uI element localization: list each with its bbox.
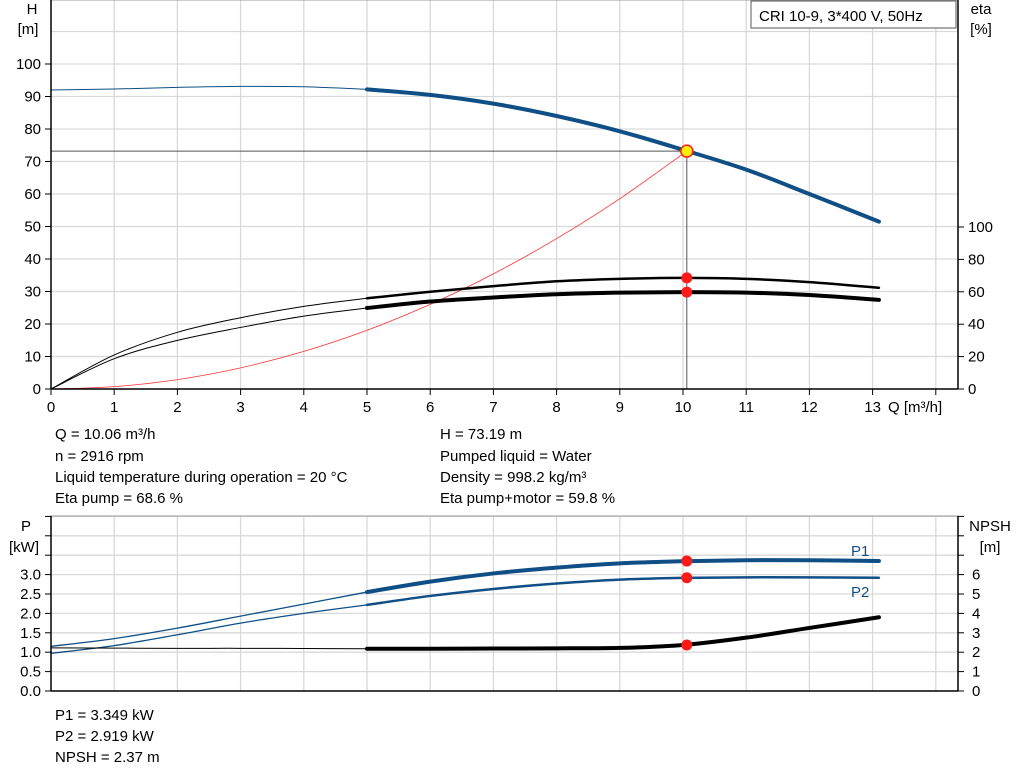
system-curve bbox=[50, 150, 688, 390]
info-eta-pump-motor: Eta pump+motor = 59.8 % bbox=[440, 490, 615, 507]
npsh-tick-label: 4 bbox=[972, 605, 980, 622]
bottom-right-axis-label-unit: [m] bbox=[980, 539, 1001, 556]
power-tick-label: 0.5 bbox=[20, 664, 41, 681]
x-tick-label: 9 bbox=[616, 399, 624, 416]
eta-pump-point bbox=[681, 272, 693, 284]
info-p2: P2 = 2.919 kW bbox=[55, 728, 155, 745]
power-tick-label: 1.5 bbox=[20, 625, 41, 642]
eta-tick-label: 20 bbox=[968, 349, 985, 366]
x-tick-label: 12 bbox=[801, 399, 818, 416]
info-liquid: Pumped liquid = Water bbox=[440, 448, 592, 465]
power-tick-label: 2.5 bbox=[20, 586, 41, 603]
legend-box bbox=[750, 0, 957, 29]
h-tick-label: 100 bbox=[16, 56, 41, 73]
x-tick-label: 4 bbox=[300, 399, 308, 416]
tick-labels: 0 1 2 3 4 5 6 7 8 9 10 11 12 130102030405060708090100… bbox=[16, 56, 993, 700]
x-tick-label: 8 bbox=[552, 399, 560, 416]
eta-tick-label: 100 bbox=[968, 219, 993, 236]
npsh-tick-label: 6 bbox=[972, 567, 980, 584]
eta-pump-motor-curve bbox=[365, 290, 881, 310]
bottom-chart-grid bbox=[51, 515, 958, 691]
p2-series-label: P2 bbox=[851, 584, 869, 601]
h-tick-label: 80 bbox=[24, 121, 41, 138]
h-tick-label: 10 bbox=[24, 349, 41, 366]
curves bbox=[50, 85, 881, 655]
head-curve-extended bbox=[50, 85, 368, 91]
h-tick-label: 40 bbox=[24, 251, 41, 268]
h-tick-label: 50 bbox=[24, 219, 41, 236]
eta-tick-label: 40 bbox=[968, 316, 985, 333]
eta-tick-label: 80 bbox=[968, 251, 985, 268]
npsh-tick-label: 0 bbox=[972, 683, 980, 700]
h-tick-label: 30 bbox=[24, 284, 41, 301]
power-tick-label: 1.0 bbox=[20, 644, 41, 661]
h-tick-label: 0 bbox=[33, 381, 41, 398]
info-temperature: Liquid temperature during operation = 20… bbox=[55, 469, 348, 486]
p2-curve-extended bbox=[50, 604, 368, 655]
info-density: Density = 998.2 kg/m³ bbox=[440, 469, 586, 486]
p1-curve-extended bbox=[50, 591, 368, 648]
npsh-curve bbox=[365, 615, 881, 651]
power-tick-label: 0.0 bbox=[20, 683, 41, 700]
eta-pump-curve bbox=[365, 276, 881, 300]
x-tick-label: 0 bbox=[47, 399, 55, 416]
info-head: H = 73.19 m bbox=[440, 426, 522, 443]
p2-curve bbox=[365, 576, 881, 607]
npsh-tick-label: 1 bbox=[972, 664, 980, 681]
top-right-axis-label-name: eta bbox=[971, 1, 993, 18]
bottom-left-axis-label-name: P bbox=[21, 518, 31, 535]
h-tick-label: 70 bbox=[24, 154, 41, 171]
operating-point bbox=[680, 144, 694, 158]
eta-pump-motor-point bbox=[681, 286, 693, 298]
x-tick-label: 3 bbox=[236, 399, 244, 416]
top-chart-grid bbox=[51, 0, 958, 389]
bottom-left-axis-label-unit: [kW] bbox=[9, 539, 39, 556]
bottom-plot-frame bbox=[50, 515, 959, 692]
x-axis-label: Q [m³/h] bbox=[888, 399, 942, 416]
info-npsh: NPSH = 2.37 m bbox=[55, 749, 160, 766]
x-tick-label: 1 bbox=[110, 399, 118, 416]
top-right-axis-label-unit: [%] bbox=[970, 21, 992, 38]
top-left-axis-label-unit: [m] bbox=[18, 21, 39, 38]
info-eta-pump: Eta pump = 68.6 % bbox=[55, 490, 183, 507]
operating-info-right: H = 73.19 m Pumped liquid = Water Densit… bbox=[440, 426, 615, 507]
x-tick-label: 13 bbox=[864, 399, 881, 416]
top-left-axis-label-name: H bbox=[27, 1, 38, 18]
p1-series-label: P1 bbox=[851, 543, 869, 560]
x-tick-label: 7 bbox=[489, 399, 497, 416]
axes bbox=[45, 0, 964, 692]
info-p1: P1 = 3.349 kW bbox=[55, 707, 155, 724]
x-tick-label: 6 bbox=[426, 399, 434, 416]
eta-pump-curve-extended bbox=[50, 297, 368, 390]
h-tick-label: 60 bbox=[24, 186, 41, 203]
x-tick-label: 11 bbox=[738, 399, 754, 416]
head-curve bbox=[365, 87, 881, 224]
eta-pump-motor-curve-extended bbox=[50, 307, 368, 390]
npsh-tick-label: 5 bbox=[972, 586, 980, 603]
x-tick-label: 2 bbox=[173, 399, 181, 416]
npsh-curve-extended bbox=[50, 647, 368, 650]
h-tick-label: 20 bbox=[24, 316, 41, 333]
bottom-right-axis-label-name: NPSH bbox=[969, 518, 1011, 535]
info-speed: n = 2916 rpm bbox=[55, 448, 144, 465]
p2-point bbox=[681, 572, 693, 584]
x-tick-label: 5 bbox=[363, 399, 371, 416]
h-tick-label: 90 bbox=[24, 89, 41, 106]
x-tick-label: 10 bbox=[675, 399, 692, 416]
npsh-tick-label: 3 bbox=[972, 625, 980, 642]
power-info: P1 = 3.349 kW P2 = 2.919 kW NPSH = 2.37 … bbox=[55, 707, 160, 766]
power-tick-label: 2.0 bbox=[20, 605, 41, 622]
eta-tick-label: 60 bbox=[968, 284, 985, 301]
info-q: Q = 10.06 m³/h bbox=[55, 426, 155, 443]
eta-tick-label: 0 bbox=[968, 381, 976, 398]
npsh-tick-label: 2 bbox=[972, 644, 980, 661]
power-tick-label: 3.0 bbox=[20, 567, 41, 584]
operating-info-left: Q = 10.06 m³/h n = 2916 rpm Liquid tempe… bbox=[55, 426, 348, 507]
chart-title: CRI 10-9, 3*400 V, 50Hz bbox=[759, 8, 923, 25]
p1-curve bbox=[365, 558, 881, 595]
npsh-point bbox=[681, 639, 693, 651]
p1-point bbox=[681, 555, 693, 567]
